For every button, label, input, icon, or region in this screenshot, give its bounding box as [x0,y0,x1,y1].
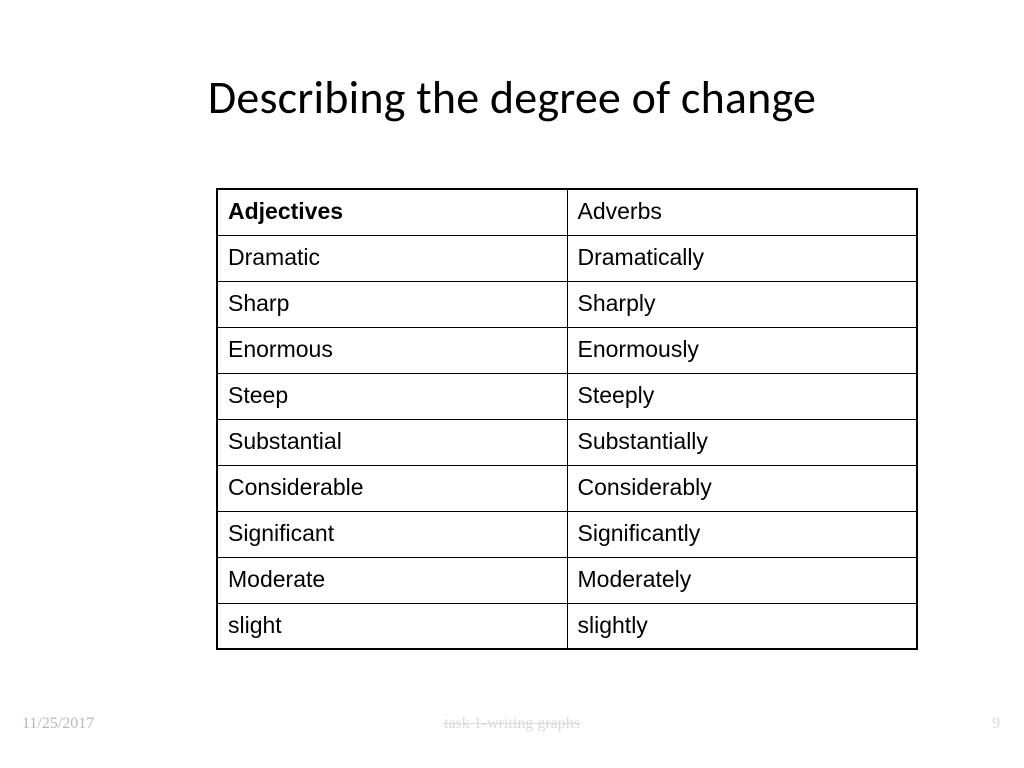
cell-adverb: Significantly [567,511,917,557]
table-row: Sharp Sharply [217,281,917,327]
footer-page-number: 9 [992,715,1000,733]
cell-adjective: Sharp [217,281,567,327]
footer-center-text: task 1-writing graphs [0,715,1024,733]
col-header-adjectives: Adjectives [217,189,567,235]
table-row: slight slightly [217,603,917,649]
cell-adverb: Steeply [567,373,917,419]
cell-adverb: Sharply [567,281,917,327]
table-row: Dramatic Dramatically [217,235,917,281]
cell-adjective: Steep [217,373,567,419]
slide: Describing the degree of change Adjectiv… [0,0,1024,768]
cell-adverb: Substantially [567,419,917,465]
cell-adjective: Moderate [217,557,567,603]
table-row: Steep Steeply [217,373,917,419]
cell-adjective: slight [217,603,567,649]
cell-adverb: Considerably [567,465,917,511]
cell-adjective: Substantial [217,419,567,465]
cell-adverb: Enormously [567,327,917,373]
vocab-table-body: Adjectives Adverbs Dramatic Dramatically… [217,189,917,649]
cell-adverb: Moderately [567,557,917,603]
table-row: Enormous Enormously [217,327,917,373]
table-row: Moderate Moderately [217,557,917,603]
vocab-table: Adjectives Adverbs Dramatic Dramatically… [216,188,918,650]
table-row: Significant Significantly [217,511,917,557]
vocab-table-container: Adjectives Adverbs Dramatic Dramatically… [216,188,918,650]
slide-footer: 11/25/2017 task 1-writing graphs 9 [0,709,1024,733]
cell-adverb: Dramatically [567,235,917,281]
cell-adverb: slightly [567,603,917,649]
table-row: Substantial Substantially [217,419,917,465]
table-header-row: Adjectives Adverbs [217,189,917,235]
cell-adjective: Considerable [217,465,567,511]
cell-adjective: Significant [217,511,567,557]
cell-adjective: Enormous [217,327,567,373]
col-header-adverbs: Adverbs [567,189,917,235]
cell-adjective: Dramatic [217,235,567,281]
slide-title: Describing the degree of change [0,70,1024,126]
table-row: Considerable Considerably [217,465,917,511]
